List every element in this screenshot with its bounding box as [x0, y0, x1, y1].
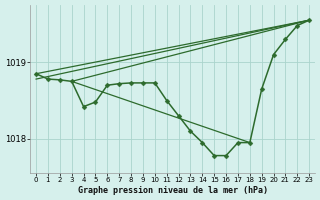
X-axis label: Graphe pression niveau de la mer (hPa): Graphe pression niveau de la mer (hPa)	[78, 186, 268, 195]
